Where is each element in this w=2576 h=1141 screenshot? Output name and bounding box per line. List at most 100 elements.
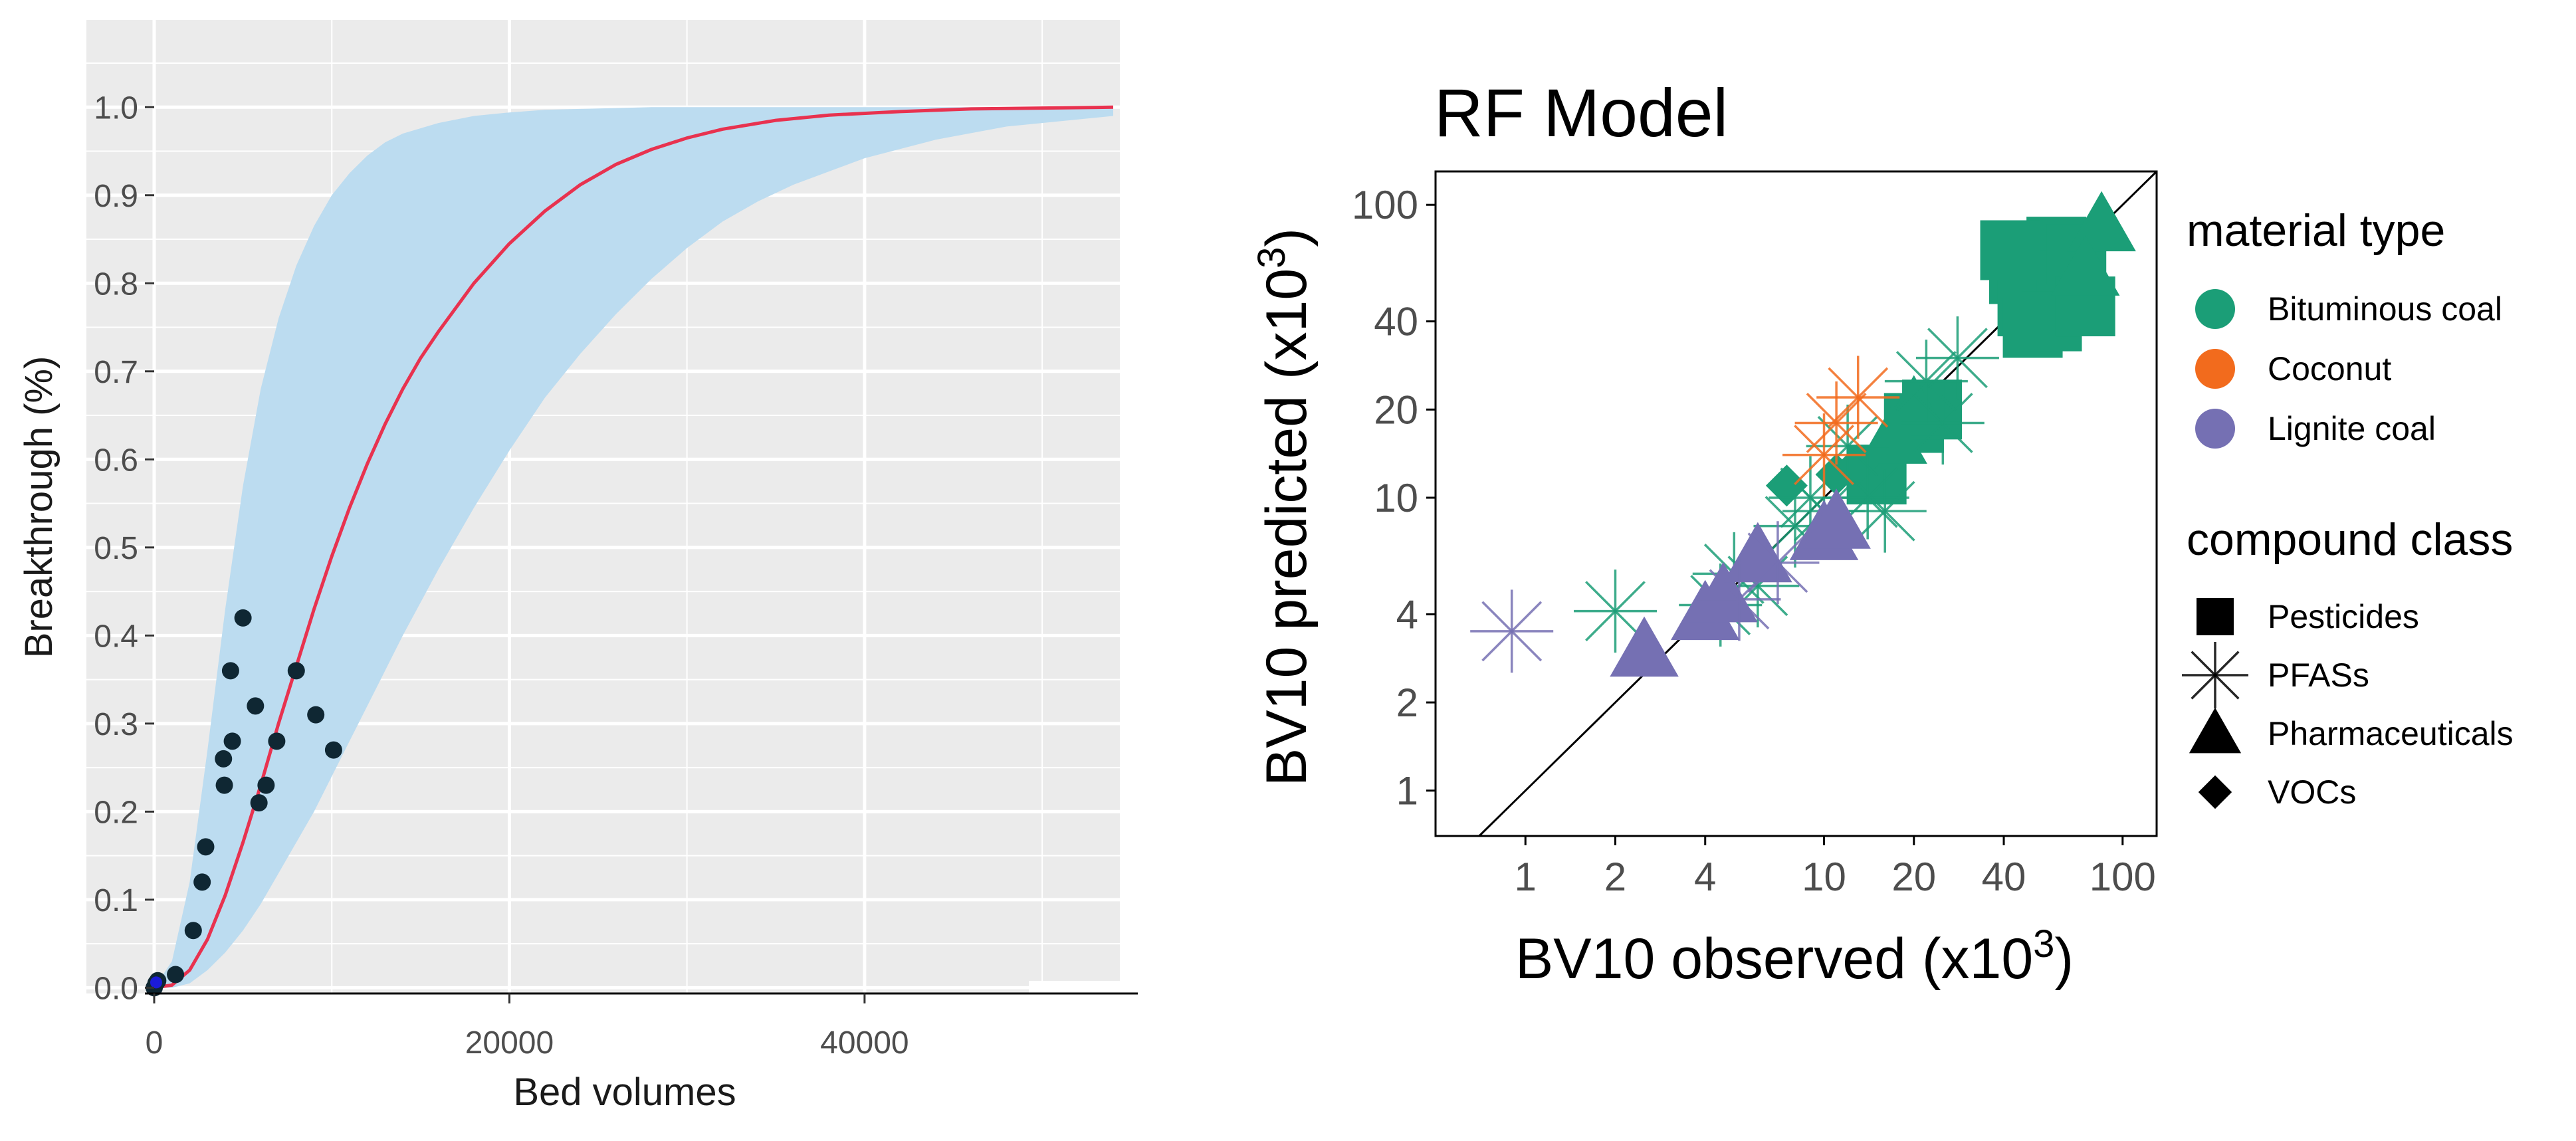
- scatter-area: [1470, 170, 2158, 837]
- y-ticks: 0.0 0.1 0.2 0.3 0.4 0.5 0.6 0.7 0.8 0.9 1.0: [94, 90, 154, 1006]
- y-axis-label-suffix: ): [1255, 228, 1319, 247]
- x-tick-label: 1: [1515, 855, 1537, 899]
- legend-label: Pharmaceuticals: [2268, 715, 2514, 752]
- x-tick-label: 40000: [820, 1025, 909, 1061]
- data-point: [324, 741, 342, 759]
- scatter-point-star: [1816, 356, 1900, 439]
- legend-shape-square: [2197, 598, 2234, 635]
- scatter-point-star: [1782, 413, 1866, 497]
- data-point: [223, 732, 241, 750]
- legend-swatch-bituminous: [2195, 289, 2235, 329]
- scatter-point-triangle: [2067, 191, 2136, 252]
- x-axis-label-text: BV10 observed (x10: [1515, 927, 2033, 991]
- data-point: [193, 873, 211, 891]
- y-ticks: 1 2 4 10 20 40 100: [1352, 183, 1436, 813]
- scatter-point-star: [1736, 521, 1820, 605]
- scatter-point-star: [1843, 469, 1927, 553]
- legend-swatch-coconut: [2195, 349, 2235, 389]
- legend-label: Coconut: [2268, 350, 2391, 387]
- y-tick-label: 0.3: [94, 707, 138, 742]
- data-point: [215, 750, 233, 768]
- y-tick-label: 1.0: [94, 90, 138, 126]
- data-point: [268, 732, 286, 750]
- x-tick-label: 20000: [465, 1025, 554, 1061]
- x-tick-label: 40: [1982, 855, 2026, 899]
- data-point-origin: [150, 976, 162, 989]
- y-axis-label-exponent: 3: [1250, 247, 1293, 268]
- scatter-point-triangle: [1689, 562, 1758, 623]
- y-tick-label: 0.2: [94, 795, 138, 830]
- y-tick-label: 0.8: [94, 266, 138, 302]
- y-tick-label: 0.9: [94, 179, 138, 214]
- x-tick-label: 4: [1694, 855, 1716, 899]
- scatter-point-star: [1697, 558, 1781, 641]
- chart-title: RF Model: [1434, 75, 1728, 151]
- x-tick-label: 10: [1802, 855, 1846, 899]
- y-axis-label-text: BV10 predicted (x10: [1255, 268, 1319, 786]
- data-point: [221, 662, 239, 680]
- x-tick-label: 0: [146, 1025, 163, 1061]
- data-point: [307, 706, 325, 724]
- y-tick-label: 4: [1396, 592, 1418, 637]
- x-axis-label-exponent: 3: [2033, 922, 2054, 966]
- x-tick-label: 2: [1604, 855, 1626, 899]
- x-tick-label: 20: [1891, 855, 1936, 899]
- data-point: [215, 776, 233, 794]
- data-point: [287, 662, 305, 680]
- y-tick-label: 0.0: [94, 971, 138, 1006]
- scatter-point-star: [1470, 589, 1554, 673]
- y-axis-label: Breakthrough (%): [17, 356, 60, 659]
- legend-swatch-lignite: [2195, 409, 2235, 449]
- scatter-point-star: [1915, 316, 1999, 400]
- breakthrough-chart: 0 20000 40000 0.00.10.20.30.40.50.60.70.80…: [17, 20, 1138, 1114]
- legend-class-items: Pesticides PFASs Pharmaceuticals VOCs: [2182, 598, 2514, 811]
- scatter-point-star: [1901, 381, 1985, 465]
- y-tick-label: 100: [1352, 183, 1418, 227]
- data-point: [247, 697, 265, 715]
- legend-label: Pesticides: [2268, 598, 2419, 635]
- y-tick-label: 0.5: [94, 531, 138, 566]
- fit-curve: [154, 105, 1114, 989]
- x-tick-label: 100: [2090, 855, 2156, 899]
- legend-label: PFASs: [2268, 657, 2369, 694]
- y-tick-label: 20: [1374, 387, 1418, 432]
- x-axis-label: BV10 observed (x103): [1515, 922, 2074, 991]
- legend-shape-triangle: [2189, 707, 2242, 754]
- scatter-point-star: [1806, 404, 1889, 488]
- x-axis-label-suffix: ): [2054, 927, 2074, 991]
- x-axis-label: Bed volumes: [513, 1071, 736, 1114]
- y-tick-label: 0.1: [94, 883, 138, 918]
- curve-line: [154, 105, 1114, 989]
- x-ticks: 1 2 4 10 20 40 100: [1515, 836, 2156, 899]
- data-point: [234, 609, 252, 627]
- data-point: [197, 838, 215, 856]
- legend-material-title: material type: [2187, 205, 2445, 256]
- data-point: [184, 922, 202, 940]
- scatter-point-square: [1980, 220, 2040, 280]
- data-point: [257, 776, 275, 794]
- scatter-point-star: [1794, 381, 1878, 465]
- legend-material-items: Bituminous coal Coconut Lignite coal: [2195, 289, 2502, 449]
- y-tick-label: 40: [1374, 300, 1418, 344]
- y-tick-label: 2: [1396, 680, 1418, 725]
- scatter-point-triangle: [2050, 235, 2120, 296]
- legend-class-title: compound class: [2187, 514, 2513, 565]
- y-tick-label: 1: [1396, 769, 1418, 813]
- y-tick-label: 0.4: [94, 619, 138, 654]
- y-axis-label: BV10 predicted (x103): [1250, 228, 1319, 786]
- data-point: [250, 794, 268, 812]
- scatter-point-triangle: [1858, 403, 1927, 464]
- uncertainty-band: [154, 107, 1113, 988]
- y-tick-label: 10: [1374, 476, 1418, 520]
- legend-shape-diamond: [2198, 775, 2232, 809]
- rf-model-chart: RF Model 1 2 4 10 20 40 100 1 2 4 10 20 40 100 BV10 …: [1250, 75, 2514, 991]
- y-tick-label: 0.7: [94, 355, 138, 390]
- scatter-point-star: [1884, 340, 1968, 423]
- scatter-point-triangle: [1802, 488, 1871, 549]
- legend-shape-star: [2182, 642, 2248, 708]
- legend: material type Bituminous coal Coconut Lign…: [2182, 205, 2514, 811]
- legend-label: Lignite coal: [2268, 410, 2436, 447]
- legend-label: VOCs: [2268, 774, 2356, 811]
- scatter-point-star: [1573, 570, 1657, 653]
